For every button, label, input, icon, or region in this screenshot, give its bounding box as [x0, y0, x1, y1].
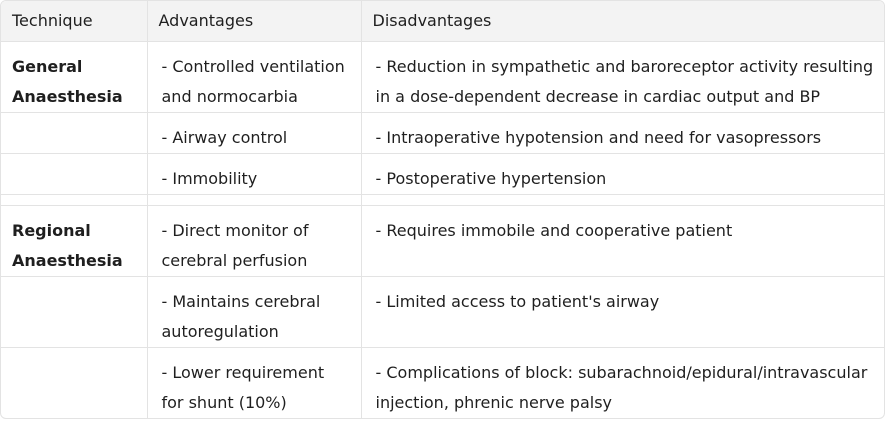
advantage-cell: - Direct monitor of cerebral perfusion — [147, 205, 362, 277]
disadvantage-cell: - Requires immobile and cooperative pati… — [361, 205, 884, 277]
table-row: - Maintains cerebral autoregulation - Li… — [1, 276, 884, 348]
header-disadvantages: Disadvantages — [361, 1, 884, 42]
advantage-cell: - Controlled ventilation and normocarbia — [147, 41, 362, 113]
header-technique: Technique — [1, 1, 148, 42]
table-row: Regional Anaesthesia - Direct monitor of… — [1, 205, 884, 277]
spacer-cell — [147, 194, 362, 206]
disadvantage-cell: - Reduction in sympathetic and barorecep… — [361, 41, 884, 113]
disadvantage-cell: - Postoperative hypertension — [361, 153, 884, 195]
header-advantages: Advantages — [147, 1, 362, 42]
advantage-cell: - Lower requirement for shunt (10%) — [147, 347, 362, 418]
advantage-cell: - Airway control — [147, 112, 362, 154]
technique-cell — [1, 112, 148, 154]
disadvantage-cell: - Limited access to patient's airway — [361, 276, 884, 348]
table-row: - Lower requirement for shunt (10%) - Co… — [1, 347, 884, 418]
header-row: Technique Advantages Disadvantages — [1, 1, 884, 42]
technique-cell: General Anaesthesia — [1, 41, 148, 113]
technique-cell — [1, 153, 148, 195]
table-row: - Immobility - Postoperative hypertensio… — [1, 153, 884, 195]
disadvantage-cell: - Complications of block: subarachnoid/e… — [375, 362, 868, 412]
spacer-cell — [361, 194, 884, 206]
disadvantage-cell: - Intraoperative hypotension and need fo… — [361, 112, 884, 154]
advantage-cell: - Immobility — [147, 153, 362, 195]
technique-cell — [1, 347, 148, 418]
spacer-row — [1, 194, 884, 206]
technique-cell — [1, 276, 148, 348]
technique-cell: Regional Anaesthesia — [1, 205, 148, 277]
table-row: General Anaesthesia - Controlled ventila… — [1, 41, 884, 113]
spacer-cell — [1, 194, 148, 206]
advantage-cell: - Maintains cerebral autoregulation — [147, 276, 362, 348]
table-row: - Airway control - Intraoperative hypote… — [1, 112, 884, 154]
